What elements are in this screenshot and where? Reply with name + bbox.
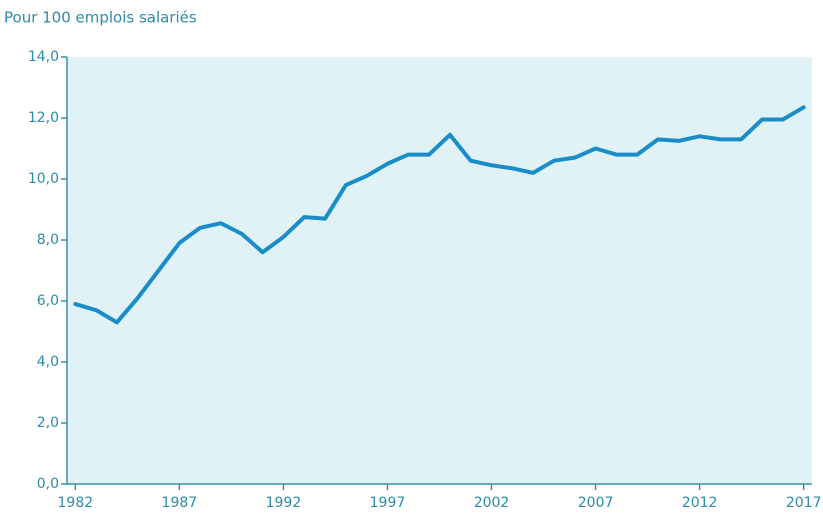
x-tick-label: 1982 [58, 495, 94, 511]
plot-background [67, 57, 812, 484]
y-tick-label: 6,0 [37, 293, 59, 309]
x-tick-label: 2007 [578, 495, 614, 511]
x-tick-label: 2002 [474, 495, 510, 511]
x-tick-label: 2017 [786, 495, 822, 511]
x-tick-label: 1997 [370, 495, 406, 511]
y-tick-label: 12,0 [28, 110, 59, 126]
x-tick-label: 2012 [682, 495, 718, 511]
x-tick-label: 1987 [162, 495, 198, 511]
y-tick-label: 14,0 [28, 49, 59, 65]
data-line [73, 105, 806, 325]
chart-title: Pour 100 emplois salariés [4, 9, 197, 27]
y-tick-label: 0,0 [37, 476, 59, 492]
x-tick-label: 1992 [266, 495, 302, 511]
y-tick-label: 4,0 [37, 354, 59, 370]
y-tick-label: 10,0 [28, 171, 59, 187]
y-tick-label: 8,0 [37, 232, 59, 248]
y-tick-label: 2,0 [37, 415, 59, 431]
